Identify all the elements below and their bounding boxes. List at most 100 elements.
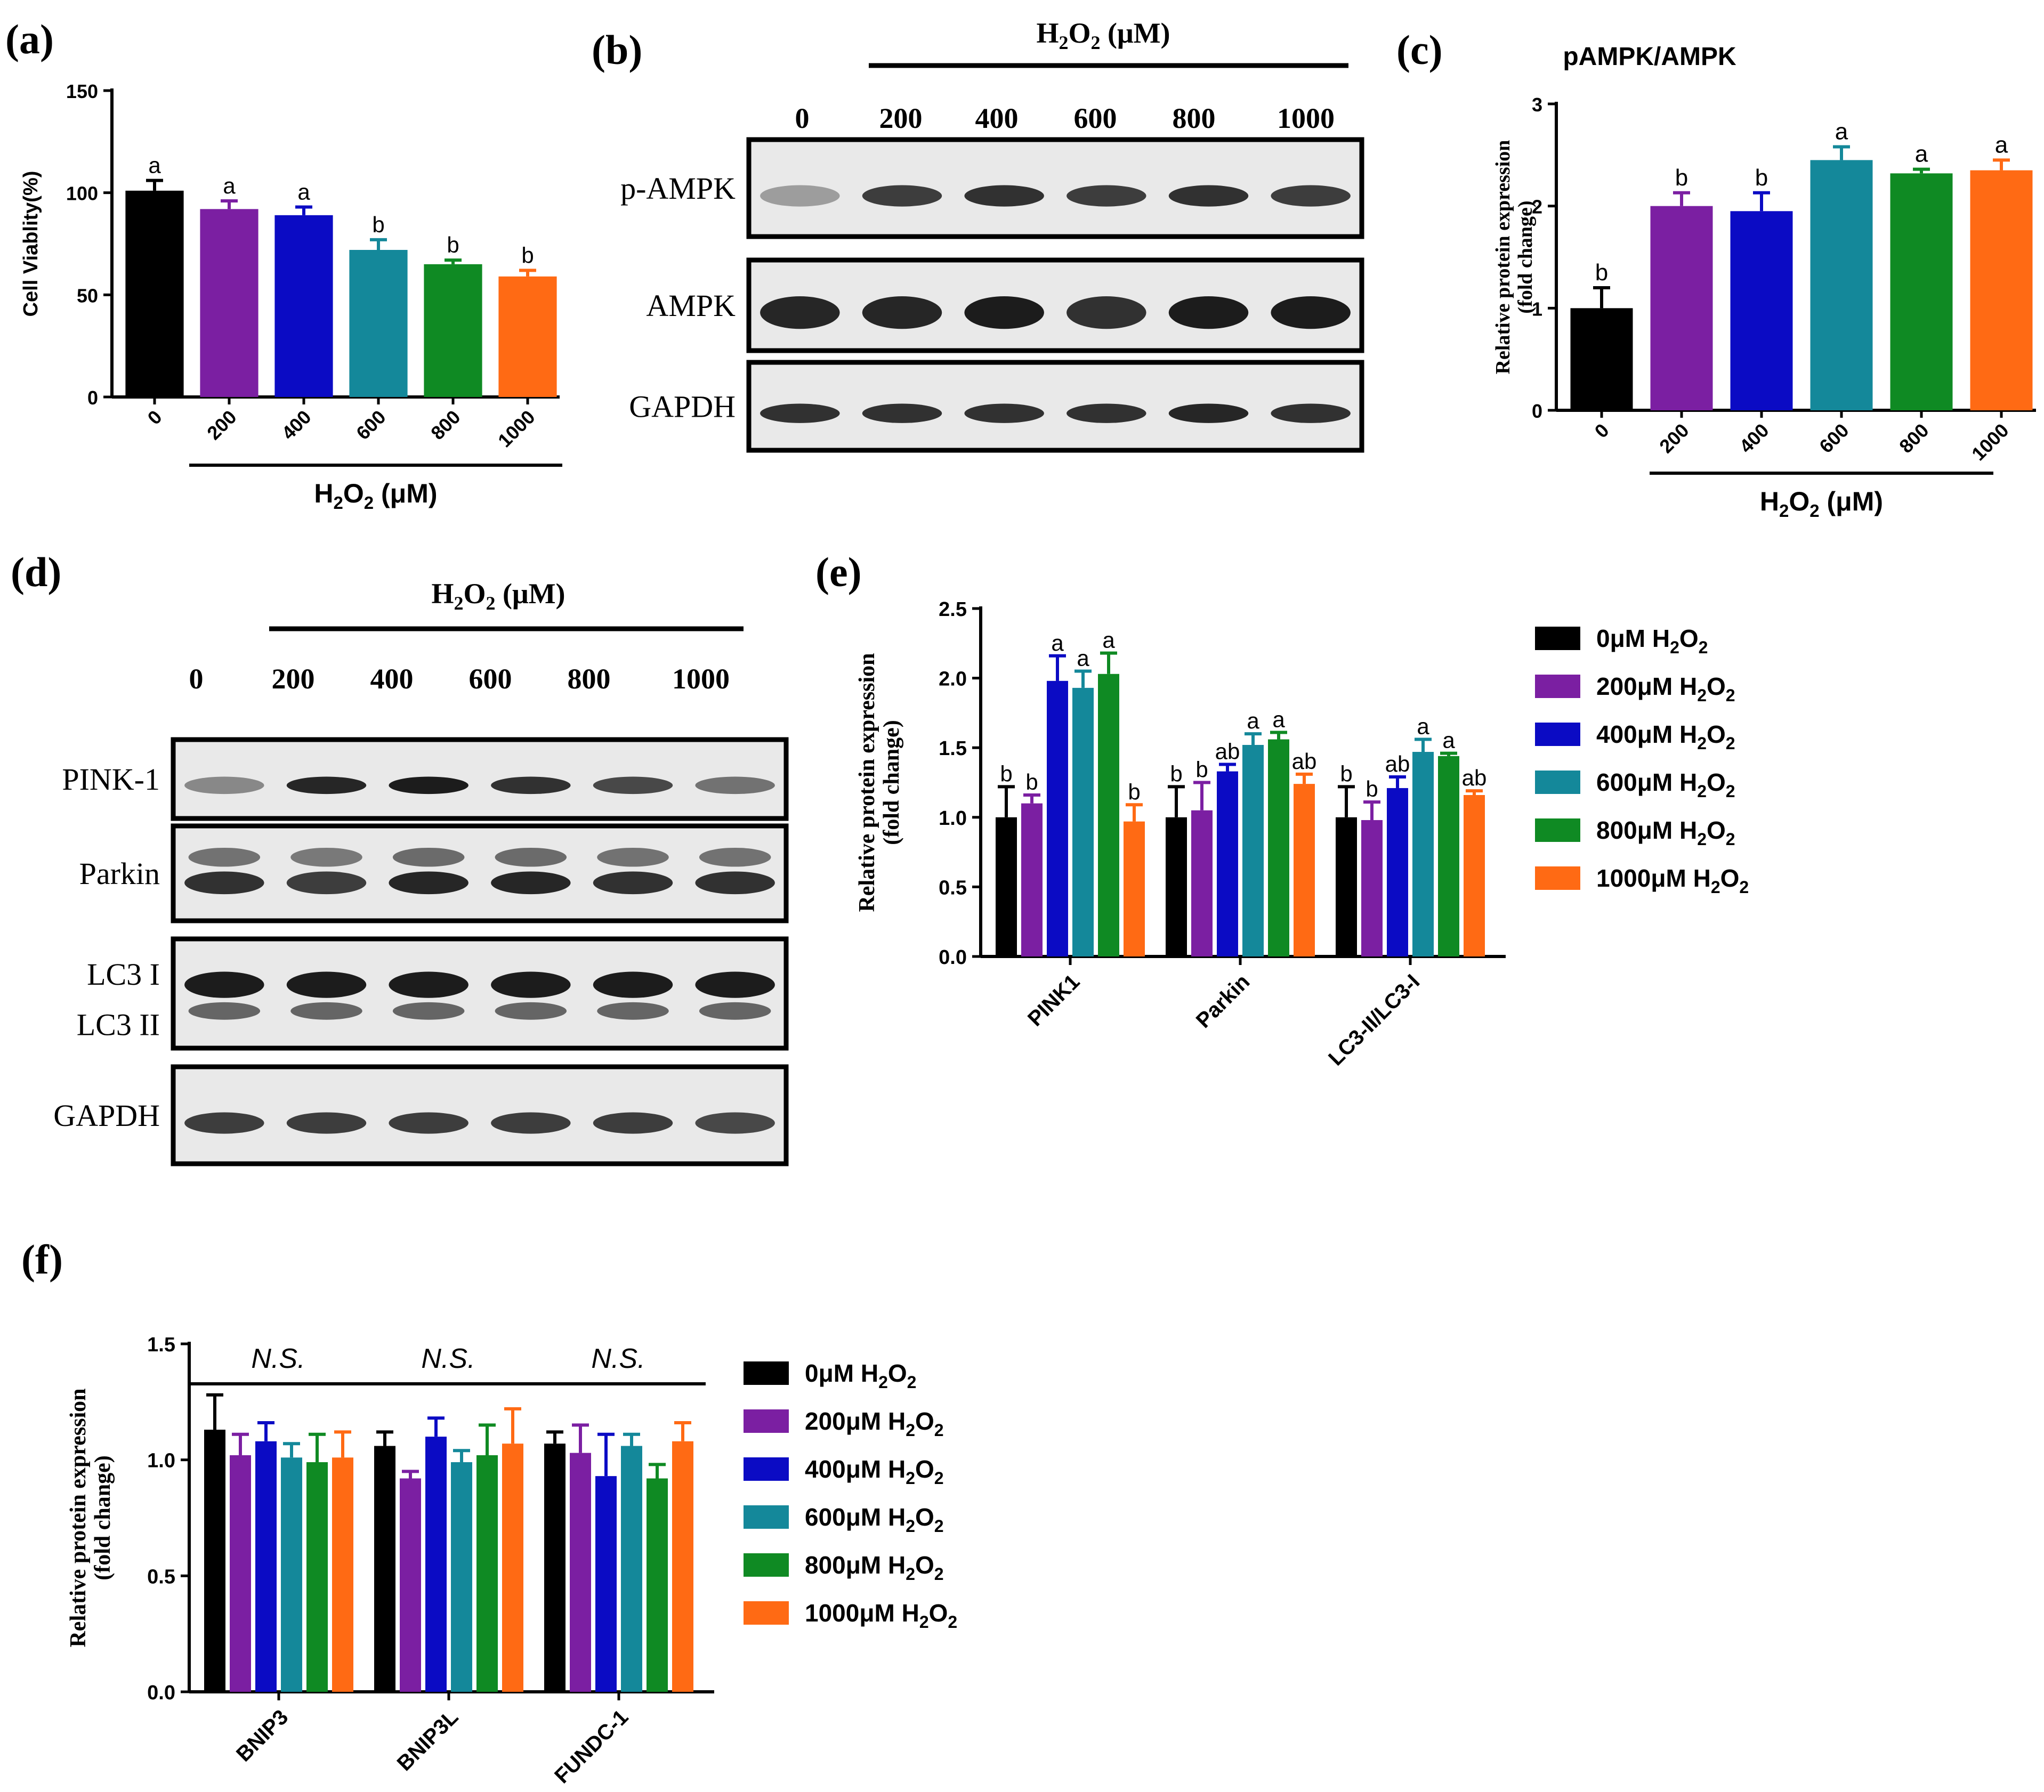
bar-group xyxy=(255,1421,277,1692)
bar-group: b 200 xyxy=(1650,165,1713,457)
blot-band xyxy=(699,847,771,867)
y-tick-label: 2 xyxy=(1532,196,1542,218)
legend-entry-label: 0μM H2O2 xyxy=(805,1359,916,1392)
blot-band xyxy=(1067,296,1146,329)
chart-f: 0.0 0.5 1.0 1.5 Relative protein expression(… xyxy=(66,1334,957,1788)
bar xyxy=(281,1457,302,1692)
y-tick-label: 1.5 xyxy=(939,737,967,760)
bar xyxy=(1970,170,2033,410)
chart-c-title: pAMPK/AMPK xyxy=(1563,43,1736,71)
blot-d-lane-label: 0 xyxy=(189,663,204,695)
blot-d-lane-label: 800 xyxy=(568,663,611,695)
blot-b-lane-label: 1000 xyxy=(1277,102,1335,134)
y-axis-label: Cell Viablity(%) xyxy=(20,171,42,317)
bar xyxy=(570,1453,591,1692)
legend-entry-label: 1000μM H2O2 xyxy=(1596,864,1749,897)
legend-swatch xyxy=(1535,818,1580,842)
blot-b: 0 200 400 600 800 1000 p-AMPK AMPK GAPDH xyxy=(620,102,1364,453)
legend-entry-label: 0μM H2O2 xyxy=(1596,625,1708,657)
bar-group: a 800 xyxy=(1890,141,1953,457)
bar-group: b xyxy=(996,761,1017,956)
significance-label: b xyxy=(372,212,384,237)
significance-label: b xyxy=(1000,761,1012,786)
bar xyxy=(1412,752,1434,956)
blot-d: 0 200 400 600 800 1000 PINK-1 Parkin LC3 I LC3 II… xyxy=(53,663,789,1166)
blot-band xyxy=(1271,403,1351,423)
blot-band xyxy=(695,776,775,794)
blot-band xyxy=(964,185,1044,207)
chart-c: 0 1 2 3 Relative protein expression (fold cha… xyxy=(1492,94,2036,521)
blot-b-row: p-AMPK xyxy=(620,137,1364,239)
bar xyxy=(1650,206,1713,410)
blot-d-frame xyxy=(171,1064,789,1166)
blot-band xyxy=(760,403,840,423)
significance-label: a xyxy=(1102,628,1115,653)
panel-label-f: (f) xyxy=(21,1236,63,1283)
y-axis-label: (fold change) xyxy=(91,1455,115,1580)
bar xyxy=(476,1455,498,1692)
blot-d-lane-label: 600 xyxy=(469,663,512,695)
bar xyxy=(1464,795,1485,956)
blot-band xyxy=(760,185,840,207)
bar xyxy=(1730,211,1793,410)
significance-label: a xyxy=(1272,707,1285,732)
legend-swatch xyxy=(744,1457,789,1481)
blot-d-frame xyxy=(171,737,789,821)
significance-label: a xyxy=(297,180,310,205)
bar xyxy=(125,190,184,397)
bar xyxy=(200,209,258,397)
blot-b-protein-label: GAPDH xyxy=(629,390,736,424)
y-axis-label: Relative protein expression xyxy=(1492,140,1514,375)
blot-band xyxy=(597,847,669,867)
blot-band xyxy=(184,871,264,895)
bar-group xyxy=(425,1416,447,1692)
legend-swatch xyxy=(744,1601,789,1625)
x-tick-label: 600 xyxy=(1815,419,1853,457)
blot-band xyxy=(491,971,571,998)
y-tick-label: 1.0 xyxy=(939,807,967,830)
bar-group: b xyxy=(1361,776,1383,956)
x-tick-label: 1000 xyxy=(1967,419,2013,465)
bar-group: a xyxy=(1412,714,1434,956)
x-tick-label: 0 xyxy=(1590,419,1613,442)
panel-label-b: (b) xyxy=(592,27,642,73)
x-category-label: PINK1 xyxy=(1023,970,1084,1031)
significance-label: a xyxy=(1247,708,1259,733)
x-category-label: LC3-II/LC3-I xyxy=(1324,970,1424,1070)
bar-group: ab xyxy=(1462,765,1486,956)
blot-band xyxy=(862,185,942,207)
blot-b-frame xyxy=(746,360,1364,453)
significance-label: b xyxy=(1340,761,1352,786)
significance-label: a xyxy=(1915,141,1928,167)
bar-group: a0 xyxy=(125,153,184,429)
panel-label-e: (e) xyxy=(815,549,862,595)
blot-band xyxy=(593,971,673,998)
x-tick-label: 600 xyxy=(352,406,390,444)
legend-entry-label: 400μM H2O2 xyxy=(805,1455,944,1488)
legend-swatch xyxy=(744,1505,789,1529)
bar xyxy=(255,1441,277,1692)
x-tick-label: 400 xyxy=(1735,419,1773,457)
legend-swatch xyxy=(1535,627,1580,650)
blot-b-lane-label: 800 xyxy=(1173,102,1216,134)
blot-band xyxy=(760,296,840,329)
bar-group xyxy=(204,1393,225,1692)
bar xyxy=(424,264,482,397)
bar-group: ab xyxy=(1215,739,1240,956)
significance-label: b xyxy=(447,232,459,257)
bar xyxy=(204,1430,225,1692)
panel-label-c: (c) xyxy=(1396,27,1443,73)
bar-group: b 1000 xyxy=(494,242,557,451)
blot-band xyxy=(1067,403,1146,423)
bar xyxy=(1047,680,1068,956)
bar-group: b 800 xyxy=(424,232,482,444)
bar xyxy=(498,276,557,397)
blot-band xyxy=(290,847,362,867)
blot-band xyxy=(1271,185,1351,207)
bar-group xyxy=(332,1430,353,1692)
y-axis-label: (fold change) xyxy=(1514,200,1537,313)
bar xyxy=(1810,160,1873,410)
